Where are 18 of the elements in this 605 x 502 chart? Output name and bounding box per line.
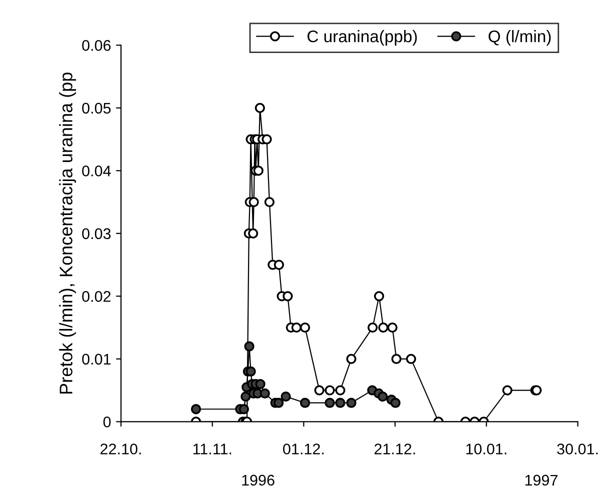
y-tick-label: 0.02: [82, 291, 111, 302]
x-tick-label: 11.11.: [193, 444, 232, 454]
x-tick-label: 01.12.: [283, 444, 324, 454]
y-tick-label: 0.04: [82, 166, 111, 176]
y-tick-label: 0.01: [82, 354, 111, 365]
y-axis-title: Pretok (l/min), Koncentracija uranina (pp: [59, 72, 76, 394]
legend-label: C uranina(ppb): [308, 30, 417, 46]
y-tick-label: 0.05: [82, 102, 111, 114]
text: 1997: [525, 474, 558, 486]
legend-label: Q (l/min): [488, 30, 551, 46]
y-tick-label: 0: [103, 416, 111, 428]
x-tick-label: 21.12.: [374, 444, 415, 454]
x-tick-label: 22.10.: [100, 444, 141, 454]
y-tick-label: 0.03: [82, 228, 111, 240]
y-tick-label: 0.06: [82, 40, 111, 51]
x-tick-label: 10.01.: [466, 444, 506, 454]
x-tick-label: 30.01.: [557, 444, 598, 454]
text: 1996: [242, 474, 274, 486]
